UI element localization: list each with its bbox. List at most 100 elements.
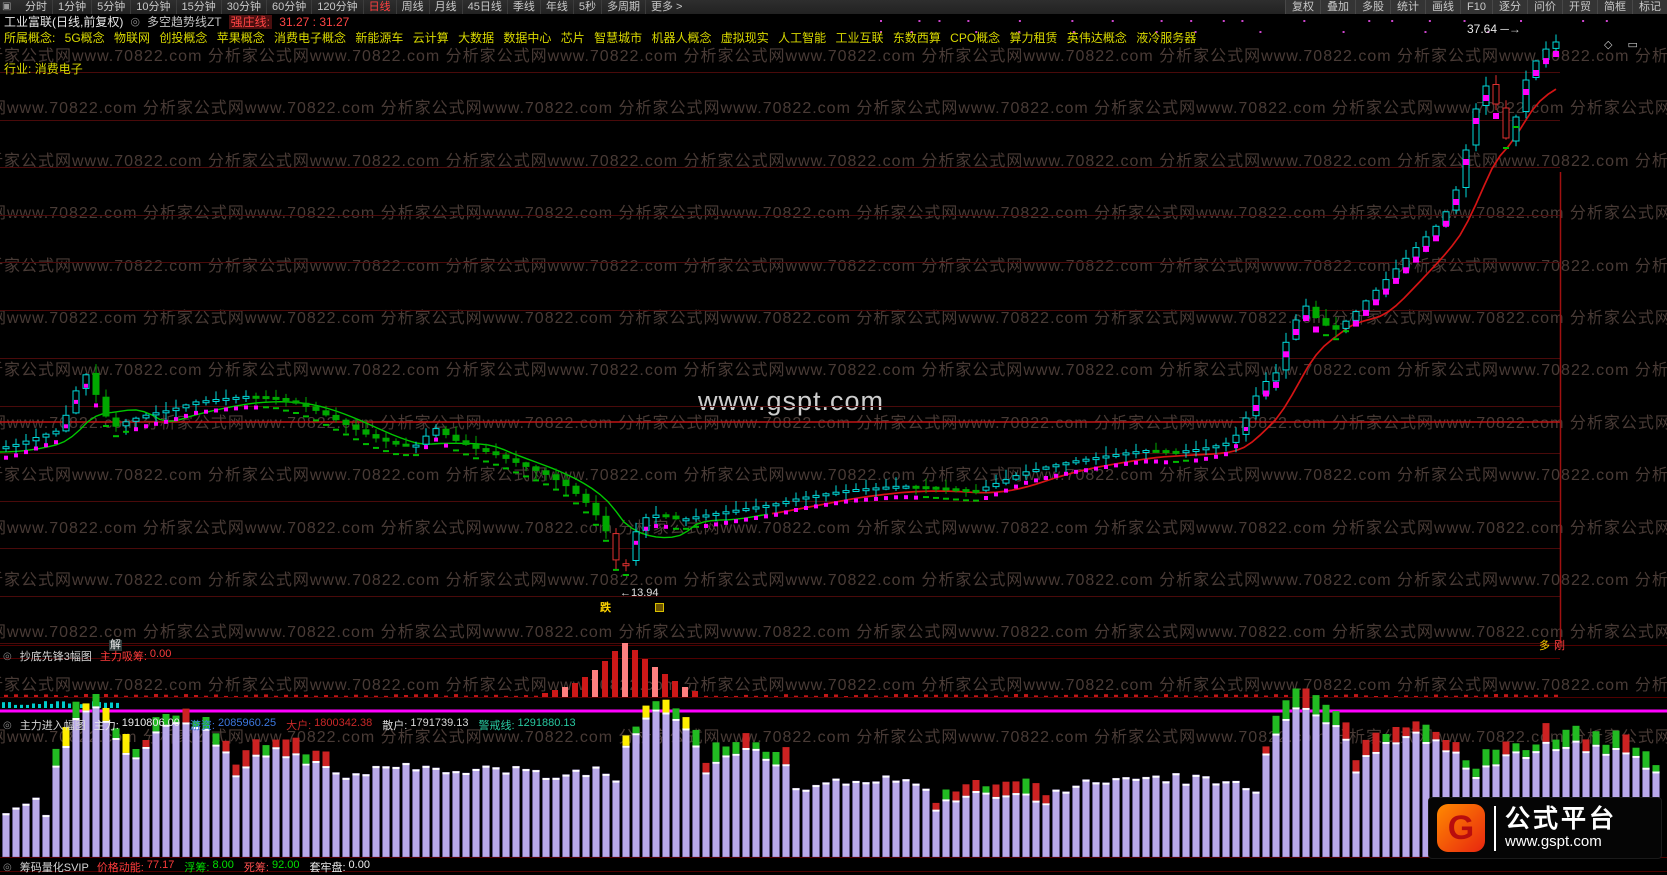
indicator-stat: 警戒线: 1291880.13	[478, 717, 576, 732]
watermark-text: 分析家公式网www.70822.com 分析家公式网www.70822.com …	[0, 467, 1667, 485]
panel1-name[interactable]: 抄底先锋3幅图	[19, 651, 92, 663]
panel2-eye-icon[interactable]: ◎	[3, 719, 12, 731]
toolbar-button[interactable]: F10	[1460, 0, 1492, 14]
signal-box-yellow	[655, 603, 664, 612]
panel3-name[interactable]: 筹码量化SVIP	[19, 862, 89, 874]
concept-tags: 5G概念 物联网 创投概念 苹果概念 消费电子概念 新能源车 云计算 大数据 数…	[61, 31, 1202, 45]
period-tab[interactable]: 分时	[25, 1, 47, 13]
concept-tag[interactable]: 创投概念	[156, 31, 208, 45]
indicator-stat: 浮筹: 8.00	[184, 859, 234, 874]
signal-tag-duo: 多	[1539, 640, 1550, 652]
watermark-text: 分析家公式网www.70822.com 分析家公式网www.70822.com …	[0, 676, 1667, 694]
period-tab[interactable]: 月线	[428, 0, 462, 14]
window-icon: ▣	[2, 1, 12, 12]
stock-title: 工业富联(日线,前复权)	[4, 15, 124, 29]
concept-tag[interactable]: 工业互联	[832, 31, 884, 45]
toolbar-button[interactable]: 问价	[1527, 0, 1562, 14]
concept-tag[interactable]: 消费电子概念	[270, 31, 347, 45]
concept-tag[interactable]: 东数西算	[889, 31, 941, 45]
main-indicator-name[interactable]: 多空趋势线ZT	[146, 15, 222, 29]
period-tab[interactable]: 日线	[362, 0, 396, 14]
concept-tag[interactable]: 英伟达概念	[1063, 31, 1127, 45]
concept-tag[interactable]: 算力租赁	[1006, 31, 1058, 45]
title-row: 工业富联(日线,前复权) ◎ 多空趋势线ZT 强庄线: 31.27 : 31.2…	[4, 15, 349, 29]
period-menubar: ▣ 分时 1分钟 5分钟 10分钟 15分钟 30分钟 60分钟 120分钟 日线 周线 月线 45日…	[0, 0, 1667, 14]
concept-tag[interactable]: 物联网	[110, 31, 151, 45]
indicator-stat: 游资: 2085960.25	[189, 717, 277, 732]
toolbar-button[interactable]: 标记	[1632, 0, 1667, 14]
concept-tag[interactable]: 数据中心	[500, 31, 552, 45]
concept-tag[interactable]: 新能源车	[352, 31, 404, 45]
center-watermark: www.gspt.com	[698, 386, 885, 416]
period-tab[interactable]: 年线	[539, 0, 573, 14]
toolbar-button[interactable]: 简框	[1597, 0, 1632, 14]
corner-draw-icons[interactable]: ◇ ▭	[1604, 39, 1644, 51]
panel2-name[interactable]: 主力进入幅图	[19, 720, 86, 732]
watermark-text: 分析家公式网www.70822.com 分析家公式网www.70822.com …	[0, 48, 1667, 65]
watermark-text: 分析家公式网www.70822.com 分析家公式网www.70822.com …	[0, 729, 1667, 747]
panel3-eye-icon[interactable]: ◎	[3, 861, 12, 873]
period-tab[interactable]: 1分钟	[52, 0, 91, 14]
period-tab[interactable]: 30分钟	[220, 0, 266, 14]
period-tab[interactable]: 季线	[506, 0, 540, 14]
toolbar-button[interactable]: 画线	[1425, 0, 1461, 14]
indicator-stat: 死筹: 92.00	[243, 859, 300, 874]
panel1-stat: 主力吸筹: 0.00	[99, 648, 172, 663]
toolbar-button[interactable]: 逐分	[1492, 0, 1527, 14]
indicator-stat: 散户: 1791739.13	[382, 717, 469, 732]
concept-tag[interactable]: 芯片	[557, 31, 585, 45]
panel3-stats: 价格动能: 77.17 浮筹: 8.00 死筹: 92.00 套牢盘: 0.00	[97, 859, 370, 875]
industry-label: 行业:	[4, 62, 32, 76]
concept-tag[interactable]: 机器人概念	[648, 31, 712, 45]
gspt-logo[interactable]: G 公式平台 www.gspt.com	[1428, 797, 1662, 859]
indicator-eye-icon[interactable]: ◎	[130, 16, 140, 28]
toolbar-button[interactable]: 多股	[1355, 0, 1391, 14]
toolbar-button[interactable]: 统计	[1390, 0, 1426, 14]
panel1-eye-icon[interactable]: ◎	[3, 650, 12, 662]
period-tab[interactable]: 60分钟	[266, 0, 311, 14]
concept-tag[interactable]: 苹果概念	[213, 31, 265, 45]
toolbar-button[interactable]: 复权	[1285, 0, 1321, 14]
period-tab[interactable]: 45日线	[461, 0, 507, 14]
toolbar-button[interactable]: 开贸	[1562, 0, 1597, 14]
period-tab[interactable]: 多周期	[600, 0, 645, 14]
watermark-text: 分析家公式网www.70822.com 分析家公式网www.70822.com …	[0, 152, 1667, 170]
concept-tag[interactable]: 云计算	[409, 31, 449, 45]
watermark-text: 分析家公式网www.70822.com 分析家公式网www.70822.com …	[0, 624, 1667, 642]
period-tab[interactable]: 周线	[395, 0, 429, 14]
period-tab[interactable]: 120分钟	[311, 0, 362, 14]
strong-line-label: 强庄线:	[228, 15, 272, 29]
concept-tag[interactable]: 人工智能	[774, 31, 827, 45]
industry-value[interactable]: 消费电子	[34, 62, 83, 76]
gspt-logo-text: 公式平台	[1505, 804, 1618, 833]
concept-tag[interactable]: 5G概念	[61, 31, 105, 45]
period-tabs: 分时 1分钟 5分钟 10分钟 15分钟 30分钟 60分钟 120分钟 日线 周线 月线 45日线季…	[20, 0, 687, 14]
watermark-text: 分析家公式网www.70822.com 分析家公式网www.70822.com …	[0, 414, 1667, 432]
period-tab[interactable]: 更多 >	[644, 0, 687, 14]
indicator-stat: 大户: 1800342.38	[286, 717, 373, 732]
price-low-label: ←13.94	[620, 587, 659, 599]
concept-tag[interactable]: 虚拟现实	[717, 31, 769, 45]
concepts-label: 所属概念:	[4, 31, 56, 45]
watermark-text: 分析家公式网www.70822.com 分析家公式网www.70822.com …	[0, 100, 1667, 118]
period-tab[interactable]: 10分钟	[130, 0, 175, 14]
industry-row: 行业: 消费电子	[4, 60, 83, 77]
period-tab[interactable]: 5分钟	[91, 0, 130, 14]
concepts-row: 所属概念: 5G概念 物联网 创投概念 苹果概念 消费电子概念 新能源车 云计算…	[4, 29, 1208, 46]
indicator-stat: 价格动能: 77.17	[96, 859, 175, 874]
watermark-text: 分析家公式网www.70822.com 分析家公式网www.70822.com …	[0, 362, 1667, 380]
period-tab[interactable]: 15分钟	[175, 0, 221, 14]
signal-tag-gang: 刚	[1554, 640, 1565, 652]
concept-tag[interactable]: 智慧城市	[590, 31, 643, 45]
period-tab[interactable]: 5秒	[572, 0, 601, 14]
concept-tag[interactable]: 大数据	[454, 31, 495, 45]
watermark-text: 分析家公式网www.70822.com 分析家公式网www.70822.com …	[0, 205, 1667, 223]
toolbar-button[interactable]: 叠加	[1320, 0, 1356, 14]
concept-tag[interactable]: CPO概念	[946, 31, 1001, 45]
concept-tag[interactable]: 液冷服务器	[1132, 31, 1197, 45]
indicator-stat: 套牢盘: 0.00	[309, 859, 370, 874]
gspt-logo-url: www.gspt.com	[1505, 832, 1602, 850]
signal-tag-jie: 解	[109, 639, 122, 651]
